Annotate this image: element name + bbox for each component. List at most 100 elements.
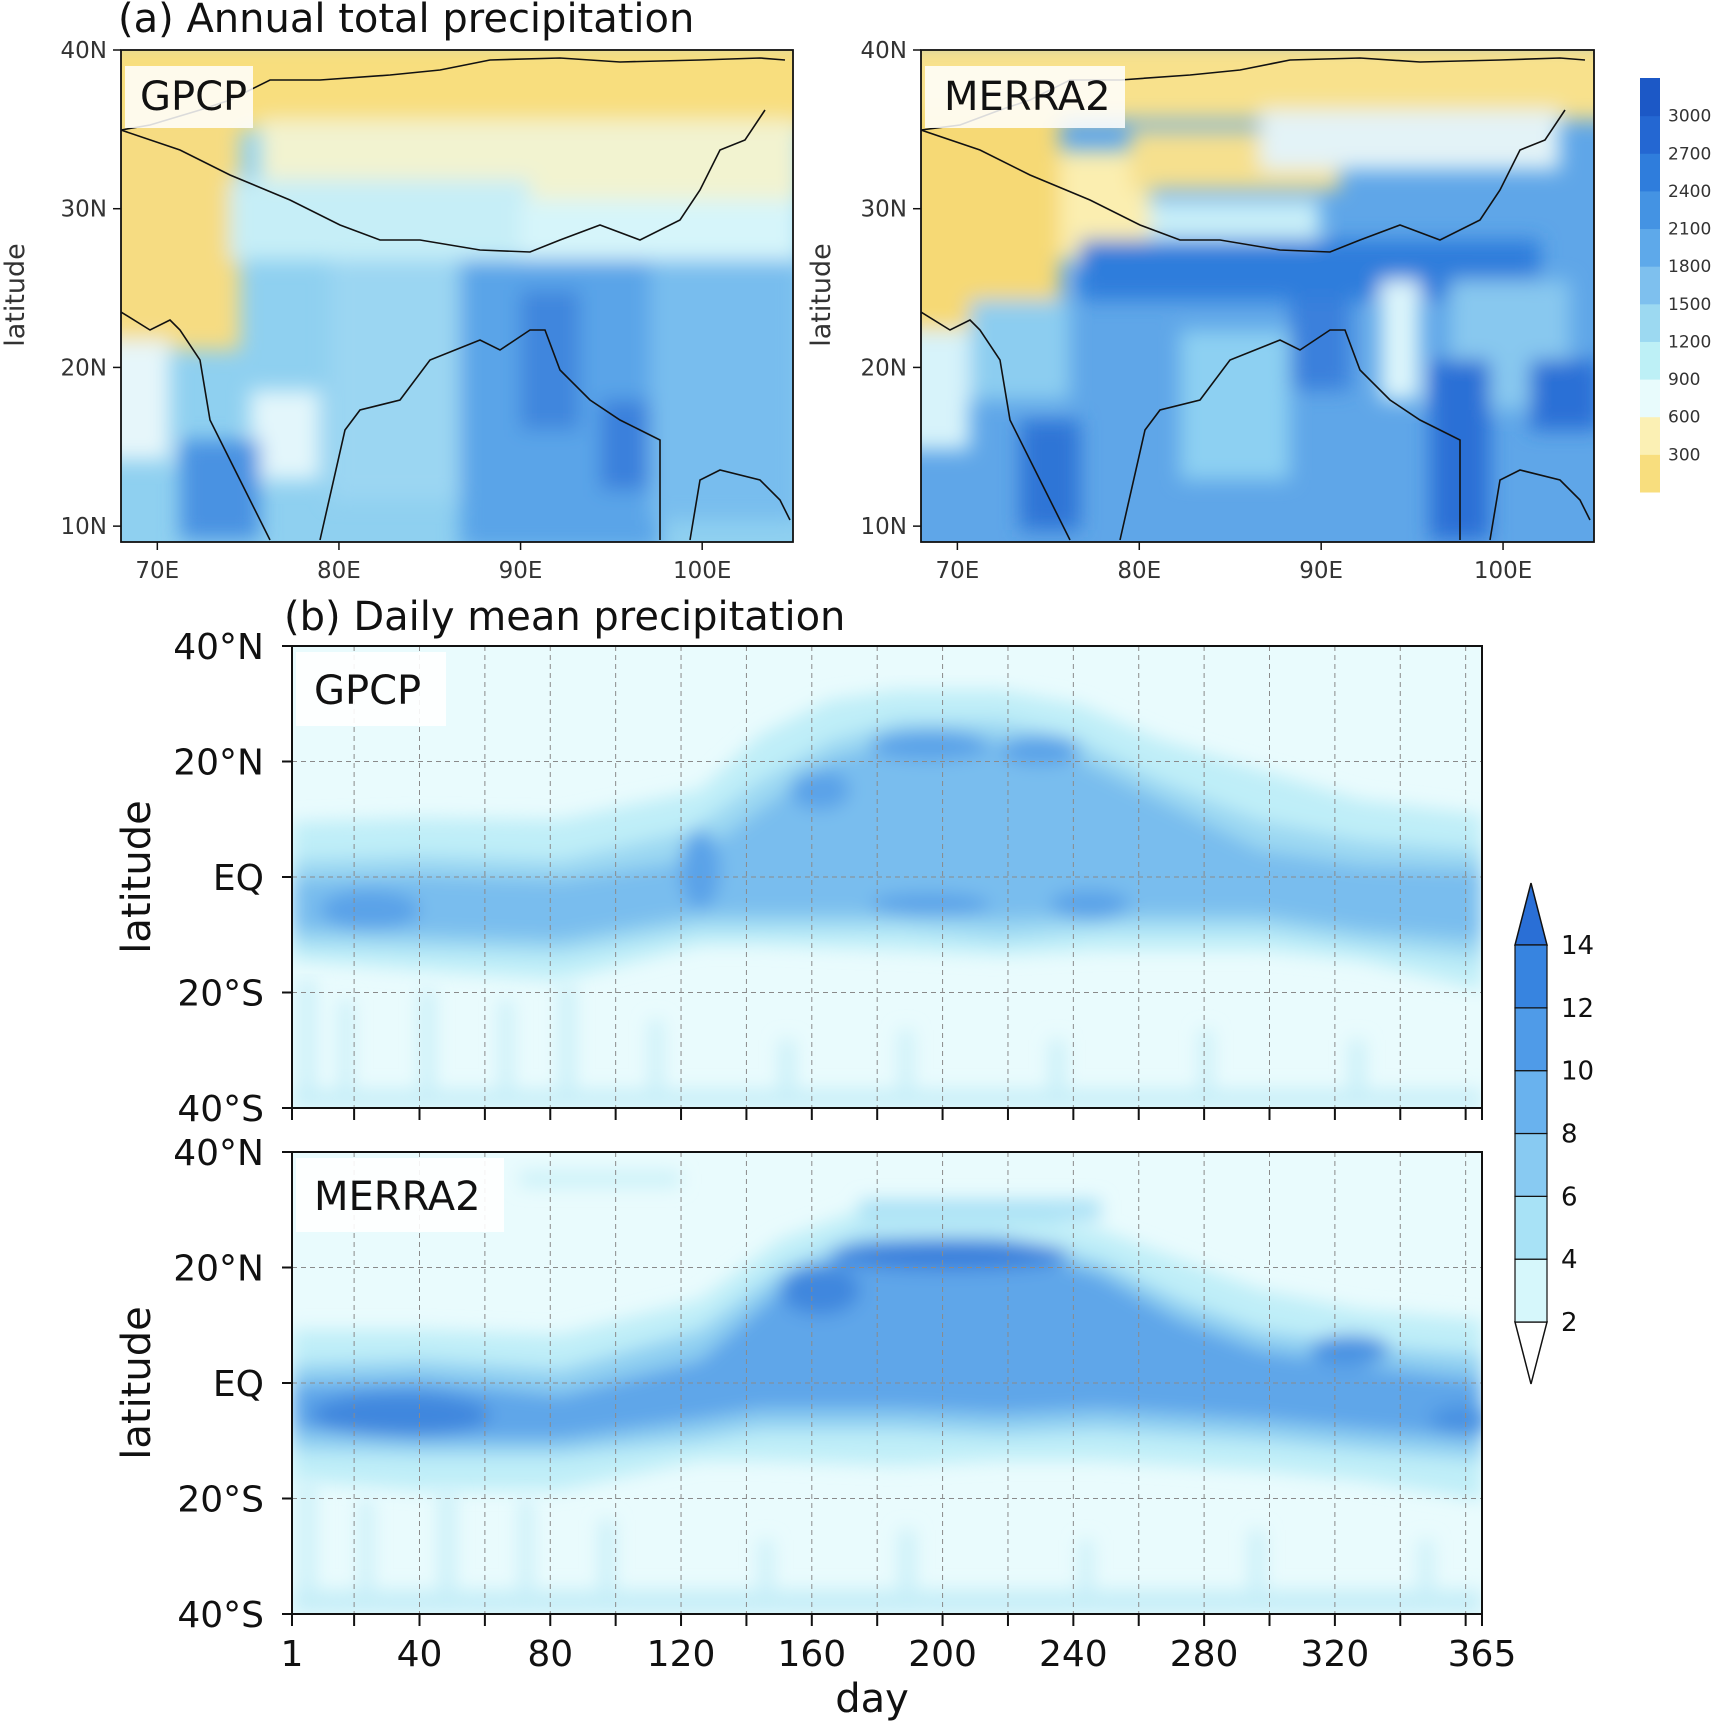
cb-b-label: 12 bbox=[1561, 994, 1594, 1024]
merra2-daily-y-ticks: 40°N 20°N EQ 20°S 40°S bbox=[173, 1133, 292, 1636]
panel-b-title: (b) Daily mean precipitation bbox=[284, 594, 845, 640]
cb-a-label: 600 bbox=[1668, 408, 1700, 428]
merra2-daily-xtick-label: 160 bbox=[777, 1634, 846, 1675]
panel-a-gpcp-map: GPCP latitude 70E 80E 90E 100E 40N 30N 20N 10N bbox=[0, 38, 794, 584]
cb-b-label: 8 bbox=[1561, 1120, 1578, 1150]
cb-a-swatch bbox=[1640, 228, 1660, 267]
cb-a-swatch bbox=[1640, 190, 1660, 230]
cb-a-label: 2400 bbox=[1668, 182, 1711, 202]
gpcp-map-ytick-label: 40N bbox=[61, 38, 107, 64]
cb-a-swatch bbox=[1640, 266, 1660, 305]
gpcp-map-xtick-label: 70E bbox=[135, 558, 179, 584]
cb-a-swatch bbox=[1640, 115, 1660, 154]
cb-a-label: 300 bbox=[1668, 445, 1700, 465]
cb-a-swatch bbox=[1640, 303, 1660, 342]
merra2-map-xtick-label: 80E bbox=[1117, 558, 1161, 584]
cb-a-label: 1500 bbox=[1668, 295, 1711, 315]
panel-a-title: (a) Annual total precipitation bbox=[118, 0, 694, 42]
merra2-daily-xtick-label: 200 bbox=[908, 1634, 977, 1675]
merra2-map-ytick-label: 30N bbox=[861, 197, 907, 223]
merra2-daily-xtick-label: 320 bbox=[1301, 1634, 1370, 1675]
cb-b-swatch bbox=[1514, 1070, 1548, 1135]
merra2-daily-fields bbox=[292, 1172, 1482, 1500]
gpcp-map-label: GPCP bbox=[140, 74, 247, 120]
merra2-daily-xtick-label: 40 bbox=[397, 1634, 443, 1675]
merra2-daily-xtick-label: 1 bbox=[281, 1634, 304, 1675]
gpcp-map-ylabel: latitude bbox=[0, 243, 31, 347]
merra2-map-y-ticks: 40N 30N 20N 10N bbox=[861, 38, 921, 540]
gpcp-daily-ytick-label: 20°S bbox=[177, 974, 264, 1015]
cb-a-label: 900 bbox=[1668, 370, 1700, 390]
cb-b-top-arrow bbox=[1514, 882, 1548, 946]
gpcp-daily-ylabel: latitude bbox=[114, 800, 160, 953]
merra2-daily-xtick-label: 365 bbox=[1448, 1634, 1517, 1675]
gpcp-map-fields bbox=[121, 50, 793, 542]
gpcp-map-ytick-label: 10N bbox=[61, 514, 107, 540]
merra2-map-xtick-label: 70E bbox=[935, 558, 979, 584]
gpcp-map-ytick-label: 20N bbox=[61, 355, 107, 381]
gpcp-map-xtick-label: 80E bbox=[317, 558, 361, 584]
merra2-daily-ytick-label: 20°N bbox=[173, 1249, 264, 1290]
cb-b-swatch bbox=[1514, 1258, 1548, 1323]
cb-a-label: 1200 bbox=[1668, 332, 1711, 352]
panel-b-merra2-plot: MERRA2 latitude 40°N 20°N EQ 20°S 40°S 1 40 80… bbox=[114, 1133, 1516, 1675]
gpcp-daily-y-ticks: 40°N 20°N EQ 20°S 40°S bbox=[173, 627, 292, 1130]
merra2-map-coastline bbox=[921, 57, 1591, 541]
cb-b-swatch bbox=[1514, 1195, 1548, 1260]
cb-a-label: 2700 bbox=[1668, 144, 1711, 164]
cb-a-label: 3000 bbox=[1668, 107, 1711, 127]
merra2-daily-label: MERRA2 bbox=[314, 1174, 481, 1220]
panel-a-colorbar: 300 600 900 1200 1500 1800 2100 2400 2700 3000 bbox=[1640, 78, 1711, 493]
gpcp-map-y-ticks: 40N 30N 20N 10N bbox=[61, 38, 121, 540]
gpcp-daily-label: GPCP bbox=[314, 668, 421, 714]
cb-b-swatch bbox=[1514, 944, 1548, 1009]
gpcp-map-xtick-label: 100E bbox=[673, 558, 731, 584]
cb-a-swatch bbox=[1640, 341, 1660, 380]
gpcp-daily-fields bbox=[292, 690, 1482, 990]
merra2-map-xtick-label: 100E bbox=[1474, 558, 1532, 584]
gpcp-daily-x-ticks bbox=[291, 1108, 1483, 1120]
gpcp-daily-ytick-label: EQ bbox=[213, 858, 264, 899]
merra2-map-ylabel: latitude bbox=[806, 243, 837, 347]
merra2-daily-ylabel: latitude bbox=[114, 1306, 160, 1459]
panel-b-colorbar: 2 4 6 8 10 12 14 bbox=[1514, 882, 1594, 1385]
cb-a-swatch bbox=[1640, 153, 1660, 192]
merra2-map-x-ticks: 70E 80E 90E 100E bbox=[935, 542, 1532, 584]
gpcp-map-x-ticks: 70E 80E 90E 100E bbox=[135, 542, 731, 584]
merra2-daily-ytick-label: 40°S bbox=[177, 1595, 264, 1636]
cb-b-swatch bbox=[1514, 1007, 1548, 1072]
gpcp-south-streaks bbox=[292, 980, 1482, 1108]
merra2-daily-xtick-label: 120 bbox=[647, 1634, 716, 1675]
cb-a-swatch bbox=[1640, 454, 1660, 493]
merra2-map-xtick-label: 90E bbox=[1299, 558, 1343, 584]
merra2-map-ytick-label: 20N bbox=[861, 355, 907, 381]
panel-a-merra2-map: MERRA2 latitude 70E 80E 90E 100E 40N 30N 20N 1… bbox=[806, 38, 1595, 584]
cb-b-bottom-arrow bbox=[1514, 1321, 1548, 1385]
panel-b-gpcp-plot: GPCP latitude 40°N 20°N EQ 20°S 40°S bbox=[114, 627, 1483, 1130]
gpcp-map-ytick-label: 30N bbox=[61, 197, 107, 223]
merra2-daily-x-ticks: 1 40 80 120 160 200 240 280 320 365 bbox=[281, 1614, 1517, 1675]
cb-a-label: 2100 bbox=[1668, 220, 1711, 240]
cb-a-swatch bbox=[1640, 416, 1660, 455]
cb-b-label: 6 bbox=[1561, 1182, 1578, 1212]
cb-a-label: 1800 bbox=[1668, 257, 1711, 277]
cb-b-label: 14 bbox=[1561, 931, 1594, 961]
gpcp-daily-ytick-label: 20°N bbox=[173, 743, 264, 784]
panel-b-xlabel: day bbox=[835, 1676, 909, 1722]
merra2-daily-xtick-label: 280 bbox=[1170, 1634, 1239, 1675]
gpcp-daily-ytick-label: 40°S bbox=[177, 1089, 264, 1130]
cb-a-swatch bbox=[1640, 78, 1660, 117]
merra2-map-ytick-label: 10N bbox=[861, 514, 907, 540]
merra2-map-label: MERRA2 bbox=[944, 74, 1111, 120]
merra2-daily-ytick-label: EQ bbox=[213, 1364, 264, 1405]
gpcp-daily-ytick-label: 40°N bbox=[173, 627, 264, 668]
merra2-daily-ytick-label: 20°S bbox=[177, 1480, 264, 1521]
cb-b-swatch bbox=[1514, 1132, 1548, 1197]
cb-b-label: 10 bbox=[1561, 1057, 1594, 1087]
merra2-daily-xtick-label: 240 bbox=[1039, 1634, 1108, 1675]
merra2-south-streaks bbox=[292, 1480, 1482, 1614]
merra2-daily-xtick-label: 80 bbox=[527, 1634, 573, 1675]
merra2-daily-ytick-label: 40°N bbox=[173, 1133, 264, 1174]
merra2-map-fields bbox=[921, 50, 1594, 540]
